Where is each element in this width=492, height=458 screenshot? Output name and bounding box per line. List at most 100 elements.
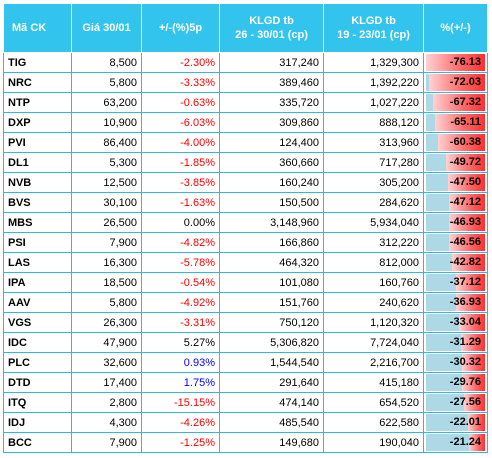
cell-volume-current: 101,080	[219, 272, 324, 293]
cell-change: 5.27%	[141, 332, 220, 353]
bar-label: -37.12	[449, 276, 481, 288]
cell-volume-previous: 284,620	[323, 192, 424, 213]
table-row: IDC 47,900 5.27% 5,306,820 7,724,040 -31.29	[3, 332, 488, 353]
cell-volume-current: 474,140	[219, 392, 324, 413]
cell-volume-previous: 1,329,300	[323, 52, 424, 73]
bar-fill	[438, 134, 485, 151]
cell-code: DTD	[3, 372, 72, 393]
table-row: NRC 5,800 -3.33% 389,460 1,392,220 -72.03	[3, 72, 488, 93]
cell-percent-bar: -22.01	[423, 412, 488, 433]
bar-fill	[460, 334, 485, 351]
stock-volume-table: Mã CK Giá 30/01 +/-(%)5p KLGD tb 26 - 30…	[3, 3, 488, 453]
cell-code: PSI	[3, 232, 72, 253]
cell-percent-bar: -47.50	[423, 172, 488, 193]
bar-fill	[459, 314, 485, 331]
cell-price: 86,400	[71, 132, 142, 153]
cell-volume-previous: 190,040	[323, 432, 424, 453]
cell-price: 7,900	[71, 432, 142, 453]
cell-code: IPA	[3, 272, 72, 293]
cell-percent-bar: -21.24	[423, 432, 488, 453]
table-header-row: Mã CK Giá 30/01 +/-(%)5p KLGD tb 26 - 30…	[3, 3, 488, 53]
table-row: MBS 26,500 0.00% 3,148,960 5,934,040 -46.93	[3, 212, 488, 233]
cell-code: NRC	[3, 72, 72, 93]
cell-volume-previous: 7,724,040	[323, 332, 424, 353]
cell-price: 26,300	[71, 312, 142, 333]
table-row: AAV 5,800 -4.92% 151,760 240,620 -36.93	[3, 292, 488, 313]
cell-percent-bar: -72.03	[423, 72, 488, 93]
cell-percent-bar: -37.12	[423, 272, 488, 293]
cell-percent-bar: -27.56	[423, 392, 488, 413]
cell-code: BVS	[3, 192, 72, 213]
cell-change: -1.85%	[141, 152, 220, 173]
cell-code: MBS	[3, 212, 72, 233]
cell-volume-current: 5,306,820	[219, 332, 324, 353]
cell-volume-current: 750,120	[219, 312, 324, 333]
bar-label: -60.38	[449, 136, 481, 148]
bar-label: -42.82	[449, 256, 481, 268]
bar-label: -49.72	[449, 156, 481, 168]
cell-volume-current: 309,860	[219, 112, 324, 133]
cell-volume-previous: 717,280	[323, 152, 424, 173]
table-row: DL1 5,300 -1.85% 360,660 717,280 -49.72	[3, 152, 488, 173]
cell-percent-bar: -29.76	[423, 372, 488, 393]
table-row: VGS 26,300 -3.31% 750,120 1,120,320 -33.04	[3, 312, 488, 333]
cell-volume-current: 151,760	[219, 292, 324, 313]
cell-volume-previous: 240,620	[323, 292, 424, 313]
cell-change: -4.92%	[141, 292, 220, 313]
cell-change: -1.63%	[141, 192, 220, 213]
bar-fill	[429, 74, 485, 91]
cell-change: -3.85%	[141, 172, 220, 193]
cell-change: -15.15%	[141, 392, 220, 413]
cell-code: VGS	[3, 312, 72, 333]
bar-fill	[426, 54, 485, 71]
bar-label: -67.32	[449, 96, 481, 108]
cell-volume-current: 149,680	[219, 432, 324, 453]
bar-label: -33.04	[449, 316, 481, 328]
cell-code: LAS	[3, 252, 72, 273]
header-code: Mã CK	[3, 3, 72, 53]
bar-label: -47.50	[449, 176, 481, 188]
bar-label: -30.32	[449, 356, 481, 368]
cell-volume-previous: 1,027,220	[323, 92, 424, 113]
header-percent: %(+/-)	[423, 3, 488, 53]
cell-code: ITQ	[3, 392, 72, 413]
cell-code: DL1	[3, 152, 72, 173]
bar-label: -27.56	[449, 396, 481, 408]
cell-change: -2.30%	[141, 52, 220, 73]
bar-fill	[461, 354, 485, 371]
cell-percent-bar: -46.93	[423, 212, 488, 233]
cell-price: 12,500	[71, 172, 142, 193]
cell-percent-bar: -67.32	[423, 92, 488, 113]
cell-price: 30,100	[71, 192, 142, 213]
cell-percent-bar: -33.04	[423, 312, 488, 333]
cell-percent-bar: -46.56	[423, 232, 488, 253]
cell-price: 17,400	[71, 372, 142, 393]
cell-change: 1.75%	[141, 372, 220, 393]
bar-fill	[456, 294, 485, 311]
bar-fill	[448, 194, 485, 211]
cell-volume-previous: 312,220	[323, 232, 424, 253]
cell-price: 47,900	[71, 332, 142, 353]
cell-volume-previous: 1,392,220	[323, 72, 424, 93]
cell-volume-current: 150,500	[219, 192, 324, 213]
table-row: TIG 8,500 -2.30% 317,240 1,329,300 -76.13	[3, 52, 488, 73]
bar-fill	[448, 234, 485, 251]
cell-price: 4,300	[71, 412, 142, 433]
cell-price: 5,800	[71, 72, 142, 93]
bar-label: -72.03	[449, 76, 481, 88]
bar-label: -46.56	[449, 236, 481, 248]
cell-percent-bar: -36.93	[423, 292, 488, 313]
table-row: BCC 7,900 -1.25% 149,680 190,040 -21.24	[3, 432, 488, 453]
cell-percent-bar: -65.11	[423, 112, 488, 133]
cell-volume-previous: 5,934,040	[323, 212, 424, 233]
header-price: Giá 30/01	[71, 3, 142, 53]
cell-change: -4.82%	[141, 232, 220, 253]
header-change: +/-(%)5p	[141, 3, 220, 53]
bar-fill	[448, 174, 485, 191]
cell-change: -4.00%	[141, 132, 220, 153]
table-row: IDJ 4,300 -4.26% 485,540 622,580 -22.01	[3, 412, 488, 433]
table-row: LAS 16,300 -5.78% 464,320 812,000 -42.82	[3, 252, 488, 273]
cell-change: -0.63%	[141, 92, 220, 113]
cell-change: 0.00%	[141, 212, 220, 233]
table-row: NTP 63,200 -0.63% 335,720 1,027,220 -67.32	[3, 92, 488, 113]
